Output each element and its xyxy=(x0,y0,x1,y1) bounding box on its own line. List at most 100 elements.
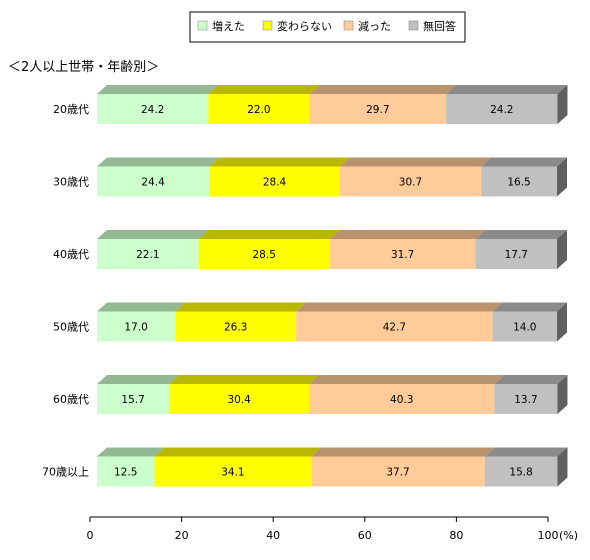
bar-side-face xyxy=(557,302,567,342)
data-label: 37.7 xyxy=(386,467,409,479)
legend-label: 減った xyxy=(358,19,391,33)
x-tick-label: 0 xyxy=(87,529,94,542)
data-label: 17.7 xyxy=(505,249,528,261)
bar-top-face xyxy=(154,447,322,457)
data-label: 24.2 xyxy=(490,104,513,116)
data-label: 31.7 xyxy=(391,249,414,261)
bar-segment xyxy=(169,384,310,414)
bar-side-face xyxy=(557,85,568,124)
bar-top-face xyxy=(492,302,567,312)
data-label: 28.4 xyxy=(263,177,287,189)
bar-segment xyxy=(97,94,209,124)
bar-top-face xyxy=(208,85,320,94)
data-label: 34.1 xyxy=(221,467,244,479)
bar-segment xyxy=(97,239,199,269)
bar-segment xyxy=(97,456,155,487)
bar-top-face xyxy=(446,85,568,94)
bar-top-face xyxy=(97,230,209,239)
bar-segment xyxy=(494,384,558,414)
data-label: 29.7 xyxy=(366,104,389,116)
bar-segment xyxy=(198,239,330,269)
data-label: 30.4 xyxy=(227,394,251,406)
x-axis: 0 20 40 60 80 100 (%) xyxy=(87,516,578,542)
legend-swatch xyxy=(197,20,208,31)
bar-top-face xyxy=(481,157,567,167)
bar-segment xyxy=(154,456,312,487)
bar-top-face xyxy=(339,157,492,167)
x-tick-label: 20 xyxy=(175,529,189,542)
bar-segment xyxy=(208,94,310,124)
data-label: 17.0 xyxy=(124,322,147,334)
x-tick-label: 60 xyxy=(358,529,372,542)
bar-top-face xyxy=(97,85,219,94)
x-tick-label: 100 xyxy=(538,529,559,542)
category-label: 60歳代 xyxy=(53,393,89,406)
bar-top-face xyxy=(169,375,320,384)
bar-segment xyxy=(309,94,447,124)
category-label: 40歳代 xyxy=(53,248,89,261)
bar-segment xyxy=(97,384,170,414)
legend-label: 無回答 xyxy=(423,19,456,33)
bar-top-face xyxy=(97,302,186,312)
data-label: 16.5 xyxy=(507,177,530,189)
bar-side-face xyxy=(557,157,567,197)
bar-side-face xyxy=(557,375,568,414)
bar-top-face xyxy=(97,447,165,457)
bar-segment xyxy=(296,311,493,342)
data-label: 28.5 xyxy=(253,249,276,261)
data-label: 24.4 xyxy=(141,177,165,189)
bar-top-face xyxy=(484,447,568,457)
bar-segment xyxy=(175,311,297,342)
data-label: 40.3 xyxy=(390,394,413,406)
data-label: 13.7 xyxy=(514,394,537,406)
bar-top-face xyxy=(494,375,568,384)
data-label: 15.7 xyxy=(121,394,144,406)
bar-segment xyxy=(97,311,176,342)
bar-segment xyxy=(475,239,557,269)
bar-segment xyxy=(446,94,558,124)
data-label: 12.5 xyxy=(114,467,137,479)
bar-segment xyxy=(329,239,476,269)
bar-top-face xyxy=(97,375,180,384)
bar-top-face xyxy=(97,157,220,167)
bars: 20歳代 24.2 22.0 29.7 24.2 30歳代 24.4 28.4 30.7 16.5… xyxy=(42,85,568,487)
bar-segment xyxy=(484,456,558,487)
category-label: 70歳以上 xyxy=(42,466,89,479)
category-label: 30歳代 xyxy=(53,176,89,189)
data-label: 15.8 xyxy=(509,467,532,479)
data-label: 22.1 xyxy=(136,249,159,261)
data-label: 22.0 xyxy=(247,104,270,116)
data-label: 24.2 xyxy=(141,104,164,116)
chart-subtitle: ＜2人以上世帯・年齢別＞ xyxy=(8,60,159,75)
x-tick-label: 80 xyxy=(449,529,463,542)
legend-swatch xyxy=(262,20,273,31)
data-label: 42.7 xyxy=(383,322,406,334)
bar-top-face xyxy=(309,85,457,94)
legend: 増えた 変わらない 減った 無回答 xyxy=(189,11,466,43)
bar-side-face xyxy=(557,447,568,487)
bar-top-face xyxy=(329,230,486,239)
legend-label: 変わらない xyxy=(277,19,332,33)
legend-swatch xyxy=(408,20,419,31)
bar-top-face xyxy=(309,375,505,384)
bar-segment xyxy=(481,166,557,197)
bar-side-face xyxy=(557,230,567,269)
legend-label: 増えた xyxy=(212,20,245,33)
x-axis-unit: (%) xyxy=(559,529,578,542)
legend-swatch xyxy=(343,20,354,31)
category-label: 50歳代 xyxy=(53,321,89,334)
bar-segment xyxy=(309,384,495,414)
bar-segment xyxy=(311,456,485,487)
bar-segment xyxy=(209,166,340,197)
bar-segment xyxy=(339,166,482,197)
legend-box xyxy=(189,11,466,43)
x-tick-label: 40 xyxy=(266,529,280,542)
bar-top-face xyxy=(475,230,567,239)
bar-segment xyxy=(97,166,210,197)
bar-top-face xyxy=(209,157,350,167)
bar-top-face xyxy=(175,302,307,312)
category-label: 20歳代 xyxy=(53,103,89,116)
data-label: 30.7 xyxy=(399,177,422,189)
data-label: 14.0 xyxy=(513,322,536,334)
